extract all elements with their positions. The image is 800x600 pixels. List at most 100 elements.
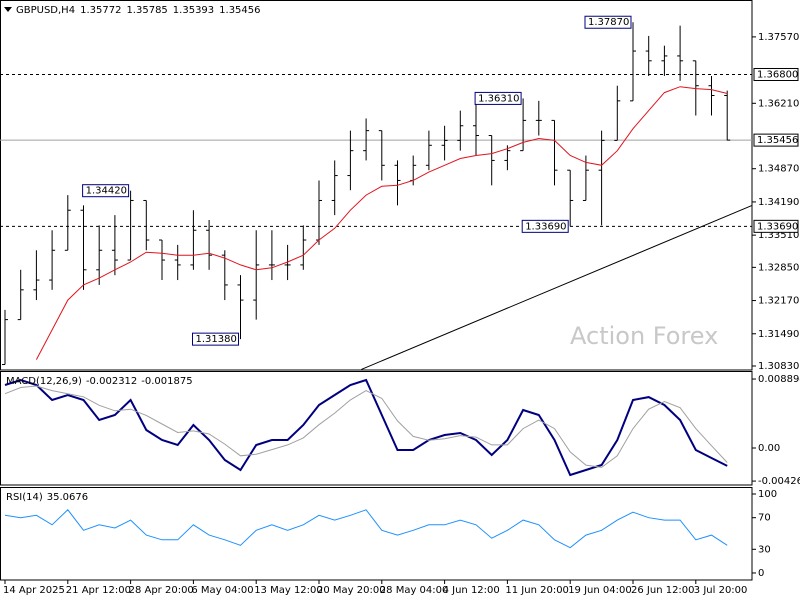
x-tick-label: 28 Apr 20:00 xyxy=(129,585,194,596)
header-value: 1.35772 xyxy=(80,5,121,16)
level-label: 1.33690 xyxy=(757,221,798,232)
header-value: 1.35456 xyxy=(219,5,260,16)
y-tick-label: 1.30830 xyxy=(758,361,799,372)
header-value: 1.35785 xyxy=(126,5,167,16)
y-tick-label: 0 xyxy=(758,568,764,579)
ohlc-bar xyxy=(174,244,181,281)
ohlc-bar xyxy=(708,75,715,116)
ohlc-bar xyxy=(127,190,134,261)
ohlc-bar xyxy=(17,269,24,321)
indicator-panel xyxy=(0,371,753,486)
ohlc-bar xyxy=(598,130,605,226)
x-tick-label: 20 May 20:00 xyxy=(317,585,386,596)
ohlc-bar xyxy=(268,230,275,281)
y-tick-label: 1.33510 xyxy=(758,230,799,241)
level-label-box xyxy=(753,219,799,233)
ohlc-bar xyxy=(111,215,118,276)
ohlc-bar xyxy=(300,225,307,270)
indicator-name: MACD(12,26,9) xyxy=(6,376,82,387)
x-tick-label: 4 Jun 12:00 xyxy=(443,585,500,596)
x-tick-label: 11 Jun 20:00 xyxy=(505,585,569,596)
ohlc-bar xyxy=(441,125,448,161)
level-label-box xyxy=(753,67,799,81)
ohlc-bar xyxy=(159,239,165,281)
level-label-box xyxy=(753,133,799,147)
y-tick-label: 1.34190 xyxy=(758,197,799,208)
moving-average xyxy=(35,86,728,360)
indicator-value: -0.002312 xyxy=(86,376,137,387)
ohlc-bar xyxy=(567,169,574,227)
y-tick-label: 1.31490 xyxy=(758,329,799,340)
ohlc-bar xyxy=(488,135,495,186)
header-arrow xyxy=(4,7,12,12)
ohlc-bar xyxy=(551,119,558,186)
ohlc-bar xyxy=(253,230,260,320)
header: GBPUSD,H4 1.35772 1.35785 1.35393 1.35456 xyxy=(16,5,261,16)
ohlc-bar xyxy=(33,250,40,301)
level-label: 1.35456 xyxy=(757,135,798,146)
y-tick-label: 0.00 xyxy=(758,443,780,454)
indicator-name: RSI(14) xyxy=(6,492,43,503)
indicator-value: 35.0676 xyxy=(47,492,88,503)
symbol: GBPUSD,H4 xyxy=(16,5,75,16)
price-annotation: 1.34420 xyxy=(86,186,127,197)
ohlc-bar xyxy=(535,100,542,136)
price-panel xyxy=(0,0,753,371)
y-tick-label: 1.34870 xyxy=(758,164,799,175)
y-tick-label: 1.32170 xyxy=(758,296,799,307)
header-value: 1.35393 xyxy=(173,5,214,16)
price-annotation-box xyxy=(584,15,632,29)
x-tick-label: 6 May 04:00 xyxy=(191,585,253,596)
indicator-value: -0.001875 xyxy=(141,376,192,387)
level-label: 1.36800 xyxy=(757,69,798,80)
ohlc-bar xyxy=(724,90,731,141)
price-annotation-box xyxy=(474,91,522,105)
y-tick-label: -0.004264 xyxy=(758,476,800,487)
indicator-title: MACD(12,26,9) -0.002312 -0.001875 xyxy=(6,376,193,387)
y-tick-label: 100 xyxy=(758,489,777,500)
price-annotation: 1.36310 xyxy=(478,93,519,104)
ohlc-bar xyxy=(457,110,464,151)
x-tick-label: 21 Apr 12:00 xyxy=(66,585,131,596)
x-tick-label: 28 May 04:00 xyxy=(380,585,449,596)
indicator-title: RSI(14) 35.0676 xyxy=(6,492,88,503)
ohlc-bar xyxy=(425,130,432,171)
ohlc-bar xyxy=(80,205,87,290)
ohlc-bar xyxy=(143,199,150,251)
ohlc-bar xyxy=(96,225,103,285)
x-tick-label: 14 Apr 2025 xyxy=(3,585,65,596)
y-tick-label: 1.37570 xyxy=(758,32,799,43)
ohlc-bar xyxy=(331,160,338,216)
ohlc-bar xyxy=(677,25,684,81)
y-tick-label: 0.008894 xyxy=(758,374,800,385)
ohlc-bar xyxy=(630,22,636,102)
ohlc-bar xyxy=(190,210,197,270)
x-tick-label: 3 Jul 20:00 xyxy=(694,585,748,596)
ohlc-bar xyxy=(2,309,8,366)
ohlc-bar xyxy=(49,230,56,290)
price-annotation: 1.31380 xyxy=(196,334,237,345)
x-tick-label: 19 Jun 04:00 xyxy=(568,585,632,596)
ohlc-bar xyxy=(394,160,401,206)
ohlc-bar xyxy=(614,85,621,141)
y-tick-label: 1.36210 xyxy=(758,98,799,109)
ohlc-bar xyxy=(661,45,668,76)
y-tick-label: 1.32850 xyxy=(758,262,799,273)
x-tick-label: 13 May 12:00 xyxy=(254,585,323,596)
ohlc-bar xyxy=(237,275,244,340)
ohlc-bar xyxy=(64,195,71,251)
trendline xyxy=(361,204,753,370)
price-annotation-box xyxy=(82,184,130,198)
y-tick-label: 70 xyxy=(758,513,771,524)
y-tick-label: 30 xyxy=(758,544,771,555)
indicator-line xyxy=(4,385,728,468)
ohlc-bar xyxy=(504,145,511,171)
price-annotation: 1.33690 xyxy=(525,221,566,232)
ohlc-bar xyxy=(206,219,213,270)
watermark: Action Forex xyxy=(570,322,718,350)
indicator-line xyxy=(4,509,728,549)
price-annotation-box xyxy=(521,219,569,233)
ohlc-bar xyxy=(378,130,385,181)
